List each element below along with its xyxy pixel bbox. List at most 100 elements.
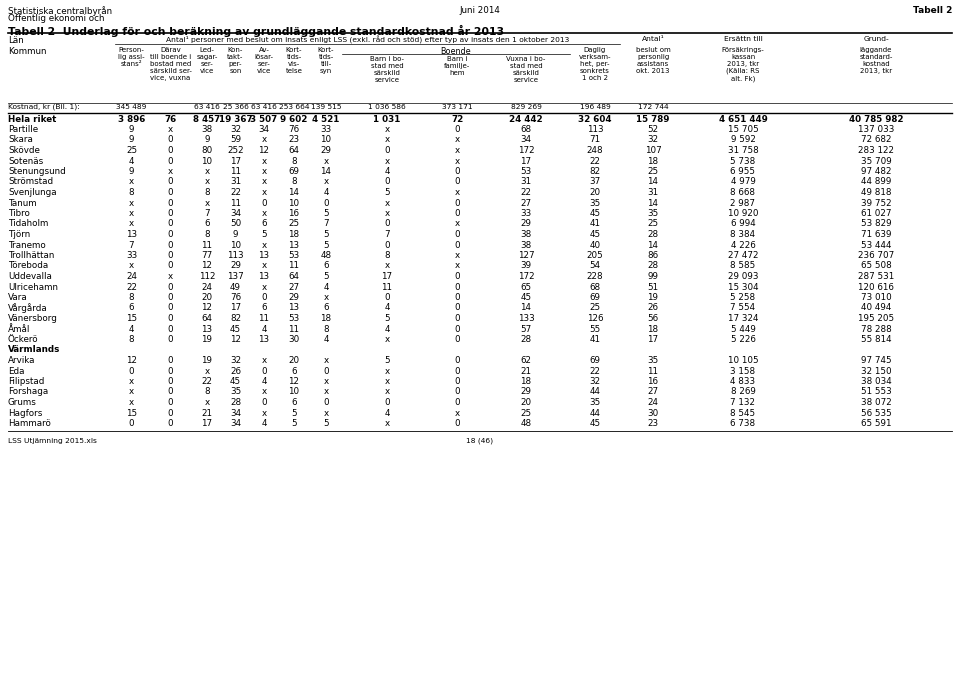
- Text: 68: 68: [520, 125, 532, 134]
- Text: 15 304: 15 304: [728, 282, 758, 292]
- Text: 4: 4: [324, 188, 328, 197]
- Text: 5: 5: [384, 188, 390, 197]
- Text: 65: 65: [520, 282, 532, 292]
- Text: 0: 0: [168, 146, 174, 155]
- Text: x: x: [204, 199, 209, 207]
- Text: 77: 77: [202, 251, 212, 260]
- Text: x: x: [261, 188, 267, 197]
- Text: LSS Utjämning 2015.xls: LSS Utjämning 2015.xls: [8, 437, 97, 443]
- Text: 69: 69: [289, 167, 300, 176]
- Text: x: x: [261, 209, 267, 218]
- Text: Sotenäs: Sotenäs: [8, 156, 43, 165]
- Text: 24: 24: [126, 272, 137, 281]
- Text: Kommun: Kommun: [8, 47, 46, 56]
- Text: 0: 0: [324, 367, 329, 375]
- Text: Värmlands: Värmlands: [8, 345, 60, 354]
- Text: 44: 44: [589, 409, 601, 418]
- Text: 0: 0: [168, 156, 174, 165]
- Text: 0: 0: [454, 199, 460, 207]
- Text: 4: 4: [384, 324, 390, 333]
- Text: 0: 0: [168, 230, 174, 239]
- Text: 2 987: 2 987: [731, 199, 756, 207]
- Text: 38 034: 38 034: [860, 377, 892, 386]
- Text: x: x: [324, 409, 328, 418]
- Text: 31 758: 31 758: [728, 146, 758, 155]
- Text: x: x: [384, 388, 390, 396]
- Text: 12: 12: [202, 262, 212, 271]
- Text: x: x: [384, 135, 390, 145]
- Text: 0: 0: [324, 398, 329, 407]
- Text: 0: 0: [168, 419, 174, 428]
- Text: 55: 55: [589, 324, 601, 333]
- Text: x: x: [261, 167, 267, 176]
- Text: Av-
lösar-
ser-
vice: Av- lösar- ser- vice: [254, 47, 274, 74]
- Text: x: x: [261, 356, 267, 365]
- Text: x: x: [384, 377, 390, 386]
- Text: x: x: [129, 262, 134, 271]
- Text: 4 979: 4 979: [731, 177, 756, 186]
- Text: 68: 68: [589, 282, 601, 292]
- Text: x: x: [261, 282, 267, 292]
- Text: x: x: [261, 177, 267, 186]
- Text: 76: 76: [288, 125, 300, 134]
- Text: 113: 113: [228, 251, 244, 260]
- Text: 31: 31: [647, 188, 659, 197]
- Text: 32 604: 32 604: [578, 114, 612, 124]
- Text: 0: 0: [454, 241, 460, 250]
- Text: 17: 17: [381, 272, 393, 281]
- Text: Skövde: Skövde: [8, 146, 40, 155]
- Text: 33: 33: [520, 209, 532, 218]
- Text: Kort-
tids-
till-
syn: Kort- tids- till- syn: [318, 47, 334, 74]
- Text: Vårgårda: Vårgårda: [8, 303, 48, 313]
- Text: 18: 18: [321, 314, 331, 323]
- Text: 14: 14: [289, 188, 300, 197]
- Text: Trollhättan: Trollhättan: [8, 251, 55, 260]
- Text: 0: 0: [168, 262, 174, 271]
- Text: 53 444: 53 444: [861, 241, 891, 250]
- Text: 0: 0: [454, 324, 460, 333]
- Text: x: x: [204, 367, 209, 375]
- Text: 6 955: 6 955: [731, 167, 756, 176]
- Text: 82: 82: [230, 314, 241, 323]
- Text: 6: 6: [291, 367, 297, 375]
- Text: 13: 13: [126, 230, 137, 239]
- Text: 64: 64: [289, 146, 300, 155]
- Text: 22: 22: [589, 156, 601, 165]
- Text: 5: 5: [324, 419, 329, 428]
- Text: Grund-: Grund-: [863, 36, 889, 42]
- Text: 26: 26: [647, 303, 659, 313]
- Text: 22: 22: [230, 188, 241, 197]
- Text: x: x: [168, 125, 173, 134]
- Text: Boende: Boende: [441, 47, 471, 56]
- Text: 13: 13: [288, 303, 300, 313]
- Text: 28: 28: [520, 335, 532, 344]
- Text: 4 521: 4 521: [312, 114, 340, 124]
- Text: 8 269: 8 269: [731, 388, 756, 396]
- Text: 0: 0: [384, 177, 390, 186]
- Text: 12: 12: [230, 335, 241, 344]
- Text: Arvika: Arvika: [8, 356, 36, 365]
- Text: 195 205: 195 205: [858, 314, 894, 323]
- Text: 17: 17: [230, 156, 241, 165]
- Text: x: x: [324, 356, 328, 365]
- Text: x: x: [261, 135, 267, 145]
- Text: 23: 23: [647, 419, 659, 428]
- Text: 345 489: 345 489: [116, 104, 147, 110]
- Text: x: x: [454, 220, 460, 228]
- Text: 72: 72: [451, 114, 463, 124]
- Text: 51: 51: [647, 282, 659, 292]
- Text: 137: 137: [228, 272, 244, 281]
- Text: 33: 33: [321, 125, 331, 134]
- Text: 45: 45: [589, 419, 601, 428]
- Text: 5: 5: [261, 230, 267, 239]
- Text: 20: 20: [589, 188, 601, 197]
- Text: x: x: [168, 167, 173, 176]
- Text: 53 829: 53 829: [861, 220, 891, 228]
- Text: 0: 0: [454, 377, 460, 386]
- Text: Vara: Vara: [8, 293, 28, 302]
- Text: 38: 38: [520, 230, 532, 239]
- Text: 6: 6: [324, 262, 328, 271]
- Text: 5: 5: [291, 409, 297, 418]
- Text: 6: 6: [261, 220, 267, 228]
- Text: 4 651 449: 4 651 449: [719, 114, 767, 124]
